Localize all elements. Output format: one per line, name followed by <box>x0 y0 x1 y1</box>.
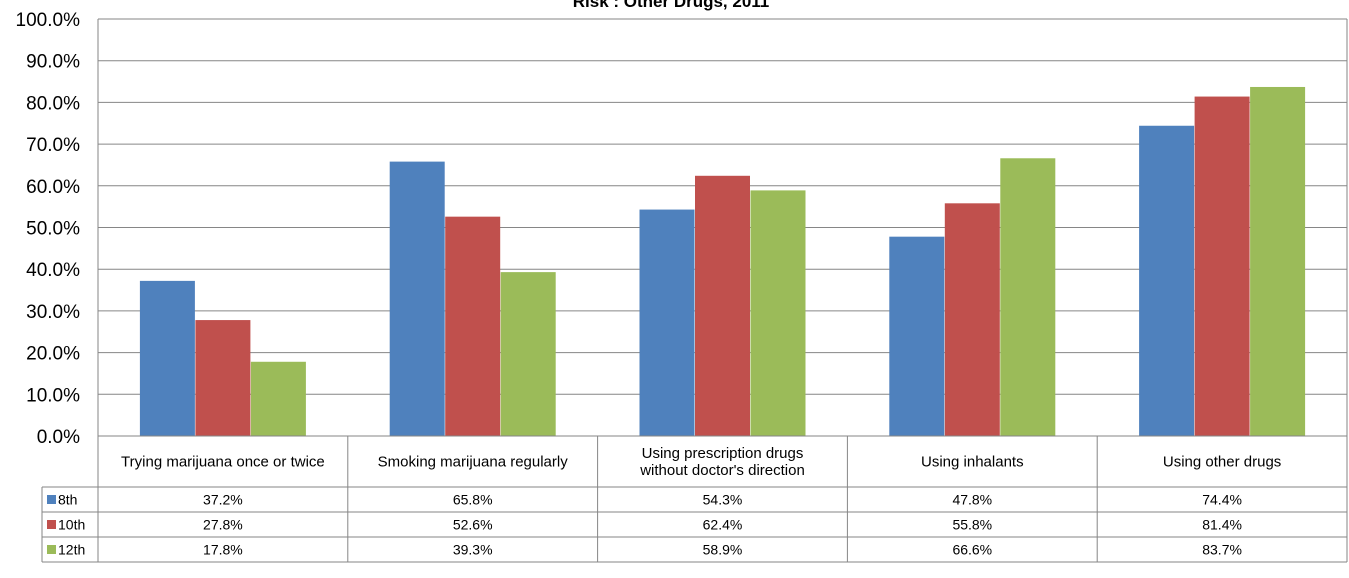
y-tick-label: 50.0% <box>26 219 80 240</box>
legend-key-12th <box>47 545 56 554</box>
y-tick-label: 90.0% <box>26 52 80 73</box>
data-label: 52.6% <box>453 517 493 533</box>
data-label: 55.8% <box>952 517 992 533</box>
bar-8th-5 <box>1139 126 1194 436</box>
data-label: 66.6% <box>952 542 992 558</box>
bar-10th-5 <box>1195 97 1250 436</box>
y-tick-label: 30.0% <box>26 302 80 323</box>
bar-12th-1 <box>251 362 306 436</box>
data-label: 58.9% <box>703 542 743 558</box>
legend-key-8th <box>47 495 56 504</box>
y-tick-label: 10.0% <box>26 385 80 406</box>
data-label: 39.3% <box>453 542 493 558</box>
y-tick-label: 80.0% <box>26 93 80 114</box>
data-label: 65.8% <box>453 492 493 508</box>
category-label: Using inhalants <box>921 454 1024 471</box>
y-tick-label: 40.0% <box>26 260 80 281</box>
data-label: 47.8% <box>952 492 992 508</box>
data-label: 54.3% <box>703 492 743 508</box>
category-label: Trying marijuana once or twice <box>121 454 325 471</box>
bar-12th-4 <box>1000 158 1055 436</box>
category-label: Using prescription drugs <box>642 445 804 462</box>
data-label: 27.8% <box>203 517 243 533</box>
bar-12th-2 <box>501 272 556 436</box>
bar-12th-3 <box>751 190 806 436</box>
bar-10th-3 <box>695 176 750 436</box>
series-name: 10th <box>58 517 85 533</box>
bar-10th-4 <box>945 203 1000 436</box>
data-label: 74.4% <box>1202 492 1242 508</box>
legend-key-10th <box>47 520 56 529</box>
bar-8th-4 <box>889 237 944 436</box>
bar-10th-2 <box>445 217 500 436</box>
y-tick-label: 60.0% <box>26 177 80 198</box>
data-label: 83.7% <box>1202 542 1242 558</box>
data-label: 37.2% <box>203 492 243 508</box>
y-tick-label: 20.0% <box>26 344 80 365</box>
data-label: 62.4% <box>703 517 743 533</box>
bar-12th-5 <box>1250 87 1305 436</box>
chart-title: Risk : Other Drugs, 2011 <box>573 0 770 11</box>
category-label: Using other drugs <box>1163 454 1281 471</box>
bar-10th-1 <box>195 320 250 436</box>
y-tick-label: 0.0% <box>37 427 80 448</box>
category-label: Smoking marijuana regularly <box>378 454 569 471</box>
y-tick-label: 70.0% <box>26 135 80 156</box>
y-tick-label: 100.0% <box>16 10 81 31</box>
category-label: without doctor's direction <box>639 462 805 479</box>
data-label: 17.8% <box>203 542 243 558</box>
bar-8th-2 <box>390 162 445 436</box>
bar-8th-1 <box>140 281 195 436</box>
series-name: 8th <box>58 492 77 508</box>
data-label: 81.4% <box>1202 517 1242 533</box>
series-name: 12th <box>58 542 85 558</box>
bar-8th-3 <box>640 210 695 436</box>
